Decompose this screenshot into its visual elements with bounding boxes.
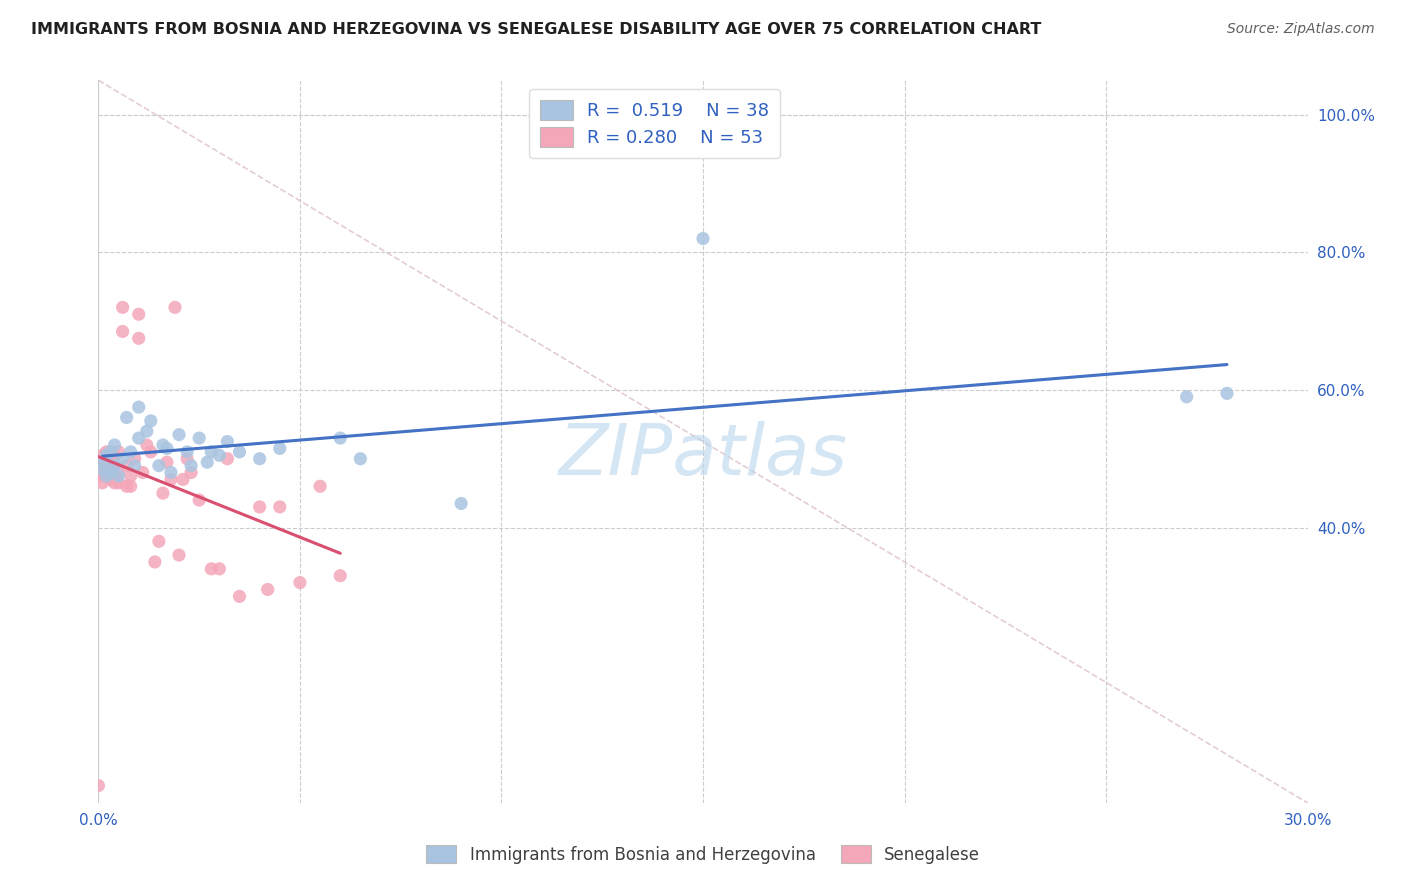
Point	[172, 472, 194, 486]
Point	[128, 431, 150, 445]
Point	[167, 548, 190, 562]
Point	[111, 325, 134, 339]
Point	[329, 431, 352, 445]
Point	[228, 590, 250, 604]
Point	[124, 458, 146, 473]
Point	[1216, 386, 1239, 401]
Text: Source: ZipAtlas.com: Source: ZipAtlas.com	[1227, 22, 1375, 37]
Point	[156, 442, 179, 456]
Point	[256, 582, 278, 597]
Point	[143, 555, 166, 569]
Point	[139, 445, 162, 459]
Point	[148, 534, 170, 549]
Point	[128, 331, 150, 345]
Point	[135, 438, 157, 452]
Point	[176, 451, 198, 466]
Point	[87, 466, 110, 480]
Point	[96, 466, 118, 480]
Point	[217, 451, 239, 466]
Point	[180, 458, 202, 473]
Point	[103, 438, 125, 452]
Point	[269, 442, 291, 456]
Point	[269, 500, 291, 514]
Point	[100, 466, 122, 480]
Point	[103, 448, 125, 462]
Point	[160, 466, 183, 480]
Point	[120, 469, 142, 483]
Point	[111, 301, 134, 315]
Point	[200, 445, 222, 459]
Point	[288, 575, 311, 590]
Point	[107, 475, 129, 490]
Point	[96, 445, 118, 459]
Point	[188, 431, 211, 445]
Point	[100, 451, 122, 466]
Point	[103, 458, 125, 473]
Point	[180, 466, 202, 480]
Point	[208, 562, 231, 576]
Point	[200, 562, 222, 576]
Point	[228, 445, 250, 459]
Point	[309, 479, 332, 493]
Point	[349, 451, 371, 466]
Point	[128, 400, 150, 414]
Point	[124, 451, 146, 466]
Point	[87, 458, 110, 473]
Point	[1175, 390, 1198, 404]
Point	[107, 466, 129, 480]
Point	[132, 466, 155, 480]
Point	[692, 231, 714, 245]
Point	[91, 455, 114, 469]
Point	[115, 458, 138, 473]
Point	[91, 462, 114, 476]
Text: IMMIGRANTS FROM BOSNIA AND HERZEGOVINA VS SENEGALESE DISABILITY AGE OVER 75 CORR: IMMIGRANTS FROM BOSNIA AND HERZEGOVINA V…	[31, 22, 1042, 37]
Point	[139, 414, 162, 428]
Point	[107, 469, 129, 483]
Point	[156, 455, 179, 469]
Point	[96, 455, 118, 469]
Point	[100, 472, 122, 486]
Point	[195, 455, 218, 469]
Point	[107, 445, 129, 459]
Point	[96, 469, 118, 483]
Point	[111, 451, 134, 466]
Point	[152, 438, 174, 452]
Point	[217, 434, 239, 449]
Point	[120, 479, 142, 493]
Point	[100, 445, 122, 459]
Point	[103, 475, 125, 490]
Point	[128, 307, 150, 321]
Legend: Immigrants from Bosnia and Herzegovina, Senegalese: Immigrants from Bosnia and Herzegovina, …	[419, 838, 987, 871]
Point	[115, 410, 138, 425]
Point	[91, 462, 114, 476]
Point	[91, 448, 114, 462]
Point	[135, 424, 157, 438]
Point	[450, 496, 472, 510]
Point	[96, 448, 118, 462]
Point	[160, 472, 183, 486]
Point	[120, 445, 142, 459]
Point	[91, 475, 114, 490]
Point	[152, 486, 174, 500]
Point	[208, 448, 231, 462]
Legend: R =  0.519    N = 38, R = 0.280    N = 53: R = 0.519 N = 38, R = 0.280 N = 53	[529, 89, 780, 158]
Point	[87, 779, 110, 793]
Point	[163, 301, 186, 315]
Point	[148, 458, 170, 473]
Point	[329, 568, 352, 582]
Point	[103, 458, 125, 473]
Point	[115, 479, 138, 493]
Point	[91, 455, 114, 469]
Point	[249, 451, 271, 466]
Point	[100, 462, 122, 476]
Point	[249, 500, 271, 514]
Point	[91, 469, 114, 483]
Text: ZIPatlas: ZIPatlas	[558, 422, 848, 491]
Point	[188, 493, 211, 508]
Point	[167, 427, 190, 442]
Point	[176, 445, 198, 459]
